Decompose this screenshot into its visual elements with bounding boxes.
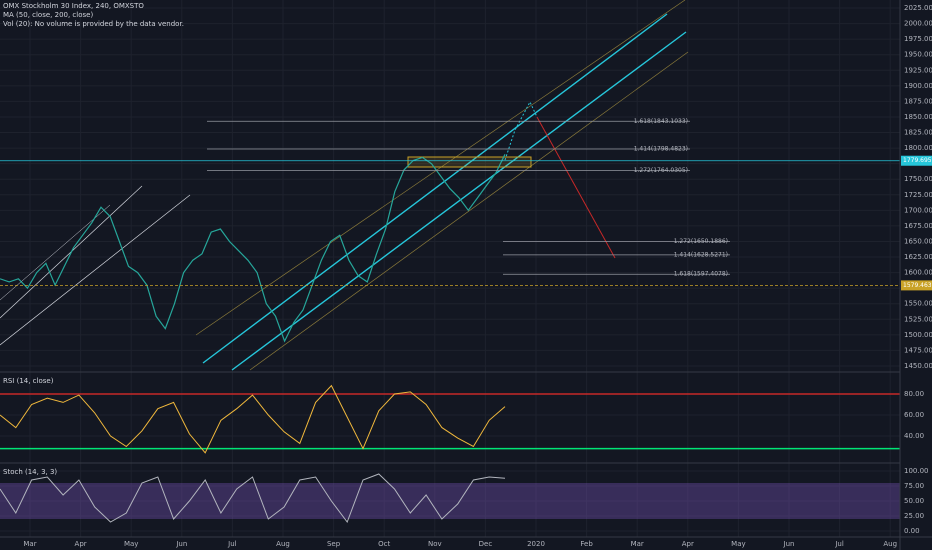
x-tick-label: Dec <box>479 540 493 548</box>
x-tick-label: Mar <box>23 540 36 548</box>
price-line <box>0 384 506 454</box>
price-line <box>0 473 506 524</box>
x-tick-label: Aug <box>883 540 897 548</box>
x-tick-label: Oct <box>378 540 390 548</box>
price-tag <box>901 155 932 166</box>
y-tick-label: 1700.0000 <box>904 206 932 214</box>
y-tick-label: 50.00 <box>904 497 924 505</box>
fib-label: 1.618(1843.1033) <box>634 118 688 125</box>
fib-label: 1.272(1650.1886) <box>674 238 728 245</box>
y-tick-label: 60.00 <box>904 411 924 419</box>
x-tick-label: May <box>731 540 745 548</box>
price-tag-label: 1779.6950 <box>903 157 932 164</box>
y-tick-label: 1900.0000 <box>904 82 932 90</box>
y-tick-label: 1950.0000 <box>904 51 932 59</box>
x-tick-label: Mar <box>631 540 644 548</box>
y-tick-label: 1925.0000 <box>904 66 932 74</box>
x-tick-label: Jun <box>175 540 187 548</box>
channel-line <box>249 51 689 371</box>
indicator-label: Stoch (14, 3, 3) <box>3 468 57 476</box>
x-tick-label: Apr <box>682 540 694 548</box>
indicator-label: Vol (20): No volume is provided by the d… <box>3 20 184 28</box>
title: OMX Stockholm 30 Index, 240, OMXSTO <box>3 2 144 10</box>
y-tick-label: 1825.0000 <box>904 129 932 137</box>
fib-label: 1.414(1628.5271) <box>674 251 728 258</box>
stoch-band <box>0 483 900 519</box>
channel-line <box>231 31 687 371</box>
y-tick-label: 1625.0000 <box>904 253 932 261</box>
y-tick-label: 1850.0000 <box>904 113 932 121</box>
price-tag-label: 1579.4631 <box>903 282 932 289</box>
fib-label: 1.414(1798.4823) <box>634 146 688 153</box>
trend-line <box>0 194 191 346</box>
plot: 1.618(1843.1033) 1.414(1798.4823) 1.272(17… <box>0 118 900 524</box>
x-tick-label: Nov <box>428 540 442 548</box>
y-tick-label: 1675.0000 <box>904 222 932 230</box>
zone-box <box>407 156 532 168</box>
trend-line <box>0 204 111 301</box>
channel-line <box>202 13 668 364</box>
y-tick-label: 1750.0000 <box>904 175 932 183</box>
y-tick-label: 100.00 <box>904 467 929 475</box>
y-tick-label: 1725.0000 <box>904 191 932 199</box>
drawings <box>0 0 689 371</box>
x-tick-label: Sep <box>327 540 341 548</box>
x-tick-label: Jun <box>783 540 795 548</box>
x-tick-label: Aug <box>276 540 290 548</box>
arrow <box>536 116 616 259</box>
y-tick-label: 2025.0000 <box>904 4 932 12</box>
y-tick-label: 1500.0000 <box>904 331 932 339</box>
y-tick-label: 1550.0000 <box>904 300 932 308</box>
x-tick-label: Jul <box>834 540 844 548</box>
y-tick-label: 1650.0000 <box>904 237 932 245</box>
x-tick-label: 2020 <box>527 540 545 548</box>
x-tick-label: Feb <box>580 540 593 548</box>
y-tick-label: 1875.0000 <box>904 97 932 105</box>
y-tick-label: 1600.0000 <box>904 269 932 277</box>
price-tag <box>901 280 932 291</box>
y-tick-label: 1800.0000 <box>904 144 932 152</box>
y-tick-label: 1450.0000 <box>904 362 932 370</box>
y-tick-label: 40.00 <box>904 432 924 440</box>
indicator-label: MA (50, close, 200, close) <box>3 11 93 19</box>
y-tick-label: 1525.0000 <box>904 315 932 323</box>
indicator-label: RSI (14, close) <box>3 377 54 385</box>
y-tick-label: 2000.0000 <box>904 20 932 28</box>
grid <box>0 0 900 537</box>
x-tick-label: Apr <box>75 540 87 548</box>
y-tick-label: 1475.0000 <box>904 346 932 354</box>
x-tick-label: Jul <box>227 540 237 548</box>
x-tick-label: May <box>124 540 138 548</box>
y-tick-label: 25.00 <box>904 512 924 520</box>
y-tick-label: 1975.0000 <box>904 35 932 43</box>
y-tick-label: 80.00 <box>904 390 924 398</box>
y-tick-label: 75.00 <box>904 482 924 490</box>
y-tick-label: 0.00 <box>904 527 920 535</box>
fib-label: 1.272(1764.0305) <box>634 167 688 174</box>
fib-label: 1.618(1597.4078) <box>674 271 728 278</box>
price-line <box>0 154 506 343</box>
